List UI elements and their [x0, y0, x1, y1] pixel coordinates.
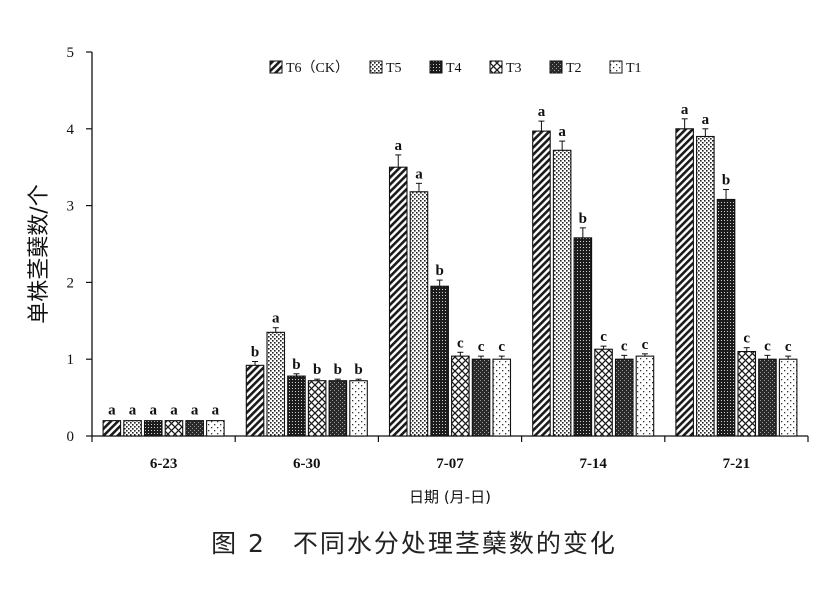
y-ticks: 0 1 2 3 4 5 [67, 45, 92, 445]
legend-label: T3 [506, 61, 522, 76]
significance-letter: a [395, 138, 403, 154]
significance-letter: a [415, 166, 423, 182]
bar [102, 420, 122, 437]
bar [471, 358, 491, 437]
significance-letter: a [272, 311, 280, 327]
significance-letter: c [743, 331, 750, 347]
legend-swatch [489, 60, 503, 74]
significance-letter: a [681, 102, 689, 118]
x-tick-label: 6-30 [293, 456, 321, 472]
y-tick-label: 3 [67, 199, 75, 215]
bar [492, 358, 512, 437]
significance-letter: c [457, 335, 464, 351]
legend-label: T2 [566, 61, 582, 76]
bar [307, 380, 327, 437]
significance-letter: a [108, 403, 116, 419]
y-tick-label: 0 [67, 429, 75, 445]
legend-swatch [429, 60, 443, 74]
figure-caption: 图 2 不同水分处理茎蘖数的变化 [211, 529, 617, 558]
x-tick-label: 7-14 [579, 456, 607, 472]
y-tick-label: 2 [67, 275, 75, 291]
bar [164, 420, 184, 437]
bar [409, 191, 429, 437]
significance-letter: a [702, 112, 710, 128]
significance-letter: b [722, 172, 730, 188]
x-tick-label: 7-07 [436, 456, 464, 472]
significance-letter: c [498, 339, 505, 355]
significance-letter: b [435, 263, 443, 279]
y-tick-label: 4 [67, 122, 75, 138]
bar [532, 130, 551, 437]
x-tick-label: 6-23 [150, 456, 178, 472]
bar [245, 364, 265, 437]
significance-letter: b [292, 357, 300, 373]
legend: T6（CK） T5 T4 T3 T2 T1 [269, 60, 642, 76]
significance-letter: b [354, 362, 362, 378]
bar [614, 358, 634, 437]
significance-letter: c [600, 329, 607, 345]
bar [675, 128, 694, 437]
bar [266, 331, 286, 437]
significance-letter: c [785, 339, 792, 355]
x-ticks: 6-23 6-30 7-07 7-14 7-21 [91, 436, 809, 472]
legend-label: T5 [386, 61, 402, 76]
significance-letter: a [558, 124, 566, 140]
significance-letter: c [478, 339, 485, 355]
significance-letter: b [313, 362, 321, 378]
bar [328, 380, 348, 437]
significance-letter: a [212, 403, 220, 419]
bar [430, 285, 449, 437]
significance-letter: b [579, 211, 587, 227]
legend-swatch [549, 60, 563, 74]
legend-label: T4 [446, 61, 462, 76]
significance-letter: a [170, 403, 178, 419]
bar [594, 348, 613, 437]
significance-letter: a [538, 104, 546, 120]
bar [206, 420, 225, 437]
bar [287, 375, 306, 437]
significance-letter: c [642, 337, 649, 353]
bar [758, 358, 777, 437]
bar [635, 355, 655, 437]
bar [123, 420, 142, 437]
significance-letter: a [150, 403, 158, 419]
bar [552, 149, 572, 437]
significance-letter: c [764, 338, 771, 354]
significance-letter: b [334, 362, 342, 378]
y-axis-label: 单株茎蘖数/个 [27, 184, 52, 323]
significance-letter: a [129, 403, 137, 419]
bar [696, 135, 715, 437]
bar [573, 237, 593, 437]
y-tick-label: 5 [67, 45, 75, 61]
bar [716, 198, 736, 437]
x-axis-label: 日期 (月-日) [409, 488, 491, 506]
bar [388, 166, 408, 437]
legend-swatch [609, 60, 623, 74]
bar [143, 420, 163, 437]
legend-swatch [369, 60, 383, 74]
bar [185, 420, 204, 437]
significance-letter: b [251, 345, 259, 361]
legend-label: T6（CK） [286, 60, 349, 76]
bar [451, 355, 470, 437]
legend-label: T1 [626, 61, 642, 76]
significance-letter: a [191, 403, 199, 419]
bar [778, 358, 798, 437]
y-tick-label: 1 [67, 352, 75, 368]
bar [737, 350, 757, 437]
bar [349, 380, 368, 437]
legend-swatch [269, 60, 283, 74]
significance-letter: c [621, 338, 628, 354]
x-tick-label: 7-21 [723, 456, 751, 472]
